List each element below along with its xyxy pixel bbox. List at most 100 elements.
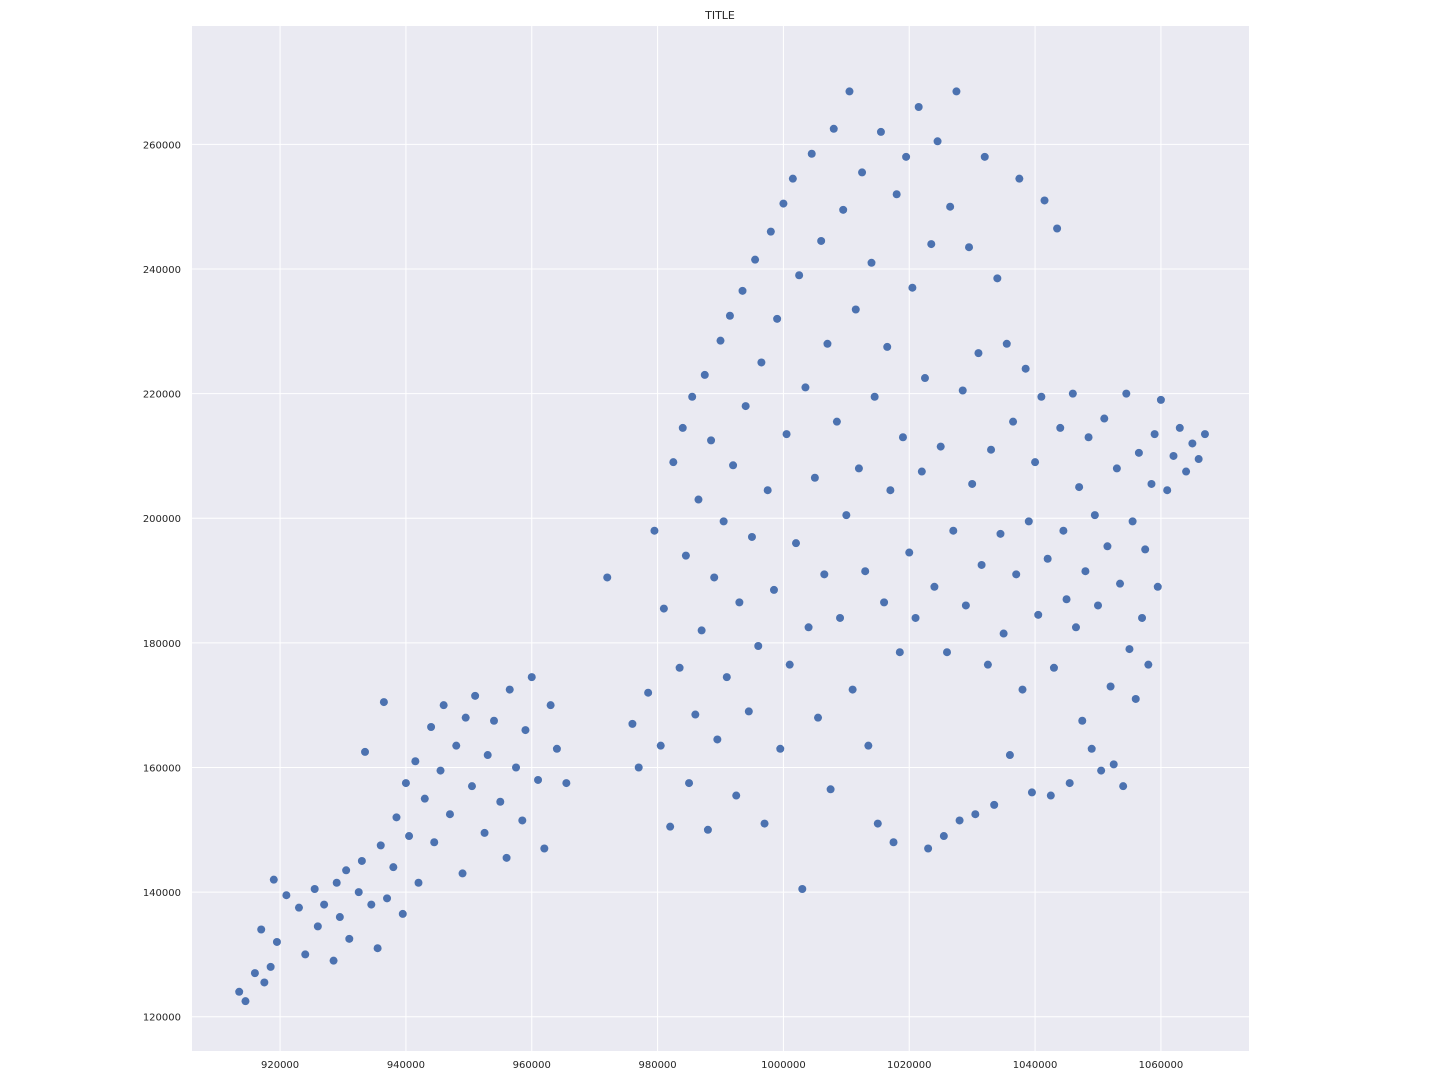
- scatter-point: [257, 925, 266, 934]
- scatter-point: [490, 716, 498, 725]
- scatter-point: [1182, 467, 1191, 476]
- scatter-point: [383, 894, 392, 903]
- scatter-point: [1018, 685, 1027, 694]
- scatter-point: [741, 402, 750, 411]
- scatter-point: [751, 255, 760, 264]
- scatter-point: [1002, 339, 1011, 348]
- scatter-point: [757, 358, 766, 367]
- scatter-point: [505, 685, 514, 694]
- scatter-point: [914, 103, 923, 112]
- scatter-point: [411, 757, 420, 766]
- scatter-point: [867, 258, 876, 267]
- scatter-point: [496, 797, 505, 806]
- y-tick-label: 160000: [143, 763, 181, 774]
- x-tick-label: 1040000: [1013, 1060, 1058, 1071]
- scatter-point: [342, 866, 351, 875]
- scatter-point: [414, 878, 423, 887]
- scatter-point: [461, 713, 470, 722]
- scatter-point: [927, 240, 936, 249]
- scatter-point: [1188, 439, 1197, 448]
- scatter-point: [669, 458, 678, 467]
- scatter-point: [1065, 779, 1074, 788]
- scatter-point: [795, 271, 804, 280]
- scatter-point: [467, 782, 476, 791]
- scatter-point: [691, 710, 700, 719]
- scatter-point: [527, 673, 536, 682]
- scatter-point: [873, 819, 882, 828]
- scatter-point: [452, 741, 461, 750]
- scatter-point: [644, 688, 653, 697]
- y-tick-label: 120000: [143, 1013, 181, 1024]
- scatter-point: [895, 648, 904, 657]
- scatter-point: [924, 844, 933, 853]
- scatter-point: [1009, 417, 1018, 426]
- scatter-point: [971, 810, 980, 819]
- scatter-point: [272, 937, 281, 946]
- scatter-point: [798, 884, 807, 893]
- scatter-point: [534, 775, 543, 784]
- scatter-point: [685, 779, 694, 788]
- scatter-point: [1012, 570, 1021, 579]
- x-tick-label: 1020000: [887, 1060, 932, 1071]
- scatter-point: [546, 701, 555, 710]
- scatter-point: [235, 987, 244, 996]
- scatter-point: [1090, 511, 1099, 520]
- scatter-point: [820, 570, 829, 579]
- scatter-point: [379, 698, 388, 707]
- scatter-point: [823, 339, 832, 348]
- scatter-point: [839, 205, 848, 214]
- scatter-point: [836, 613, 845, 622]
- scatter-point: [332, 878, 341, 887]
- scatter-point: [1163, 486, 1172, 495]
- scatter-point: [420, 794, 429, 803]
- scatter-point: [282, 891, 291, 900]
- scatter-point: [521, 726, 530, 735]
- scatter-point: [483, 751, 492, 760]
- scatter-point: [1122, 389, 1131, 398]
- scatter-point: [716, 336, 725, 345]
- y-tick-label: 200000: [143, 514, 181, 525]
- scatter-point: [1071, 623, 1080, 632]
- scatter-point: [754, 641, 763, 650]
- scatter-point: [968, 479, 977, 488]
- scatter-point: [990, 800, 999, 809]
- scatter-point: [773, 314, 782, 323]
- scatter-point: [562, 779, 571, 788]
- scatter-point: [1015, 174, 1024, 183]
- scatter-point: [905, 548, 914, 557]
- x-tick-label: 920000: [261, 1060, 299, 1071]
- scatter-point: [725, 311, 734, 320]
- scatter-point: [1081, 567, 1090, 576]
- scatter-point: [1169, 451, 1178, 460]
- scatter-point: [1056, 423, 1065, 432]
- y-tick-label: 180000: [143, 639, 181, 650]
- scatter-point: [659, 604, 668, 613]
- scatter-point: [804, 623, 813, 632]
- scatter-point: [1175, 423, 1184, 432]
- scatter-point: [1103, 542, 1112, 551]
- scatter-point: [886, 486, 895, 495]
- scatter-point: [1034, 610, 1043, 619]
- scatter-point: [250, 969, 259, 978]
- scatter-point: [1059, 526, 1068, 535]
- scatter-point: [782, 430, 791, 439]
- scatter-point: [851, 305, 860, 314]
- scatter-point: [826, 785, 835, 794]
- scatter-point: [779, 199, 788, 208]
- scatter-point: [961, 601, 970, 610]
- scatter-point: [1031, 458, 1040, 467]
- scatter-point: [1068, 389, 1077, 398]
- scatter-point: [999, 629, 1008, 638]
- scatter-point: [792, 539, 800, 548]
- scatter-point: [707, 436, 716, 445]
- scatter-point: [920, 374, 929, 383]
- scatter-point: [949, 526, 958, 535]
- scatter-points: [235, 87, 1209, 1006]
- scatter-point: [471, 691, 480, 700]
- scatter-point: [694, 495, 703, 504]
- y-tick-label: 240000: [143, 265, 181, 276]
- scatter-point: [883, 342, 892, 351]
- scatter-point: [310, 884, 319, 893]
- scatter-point: [357, 856, 366, 865]
